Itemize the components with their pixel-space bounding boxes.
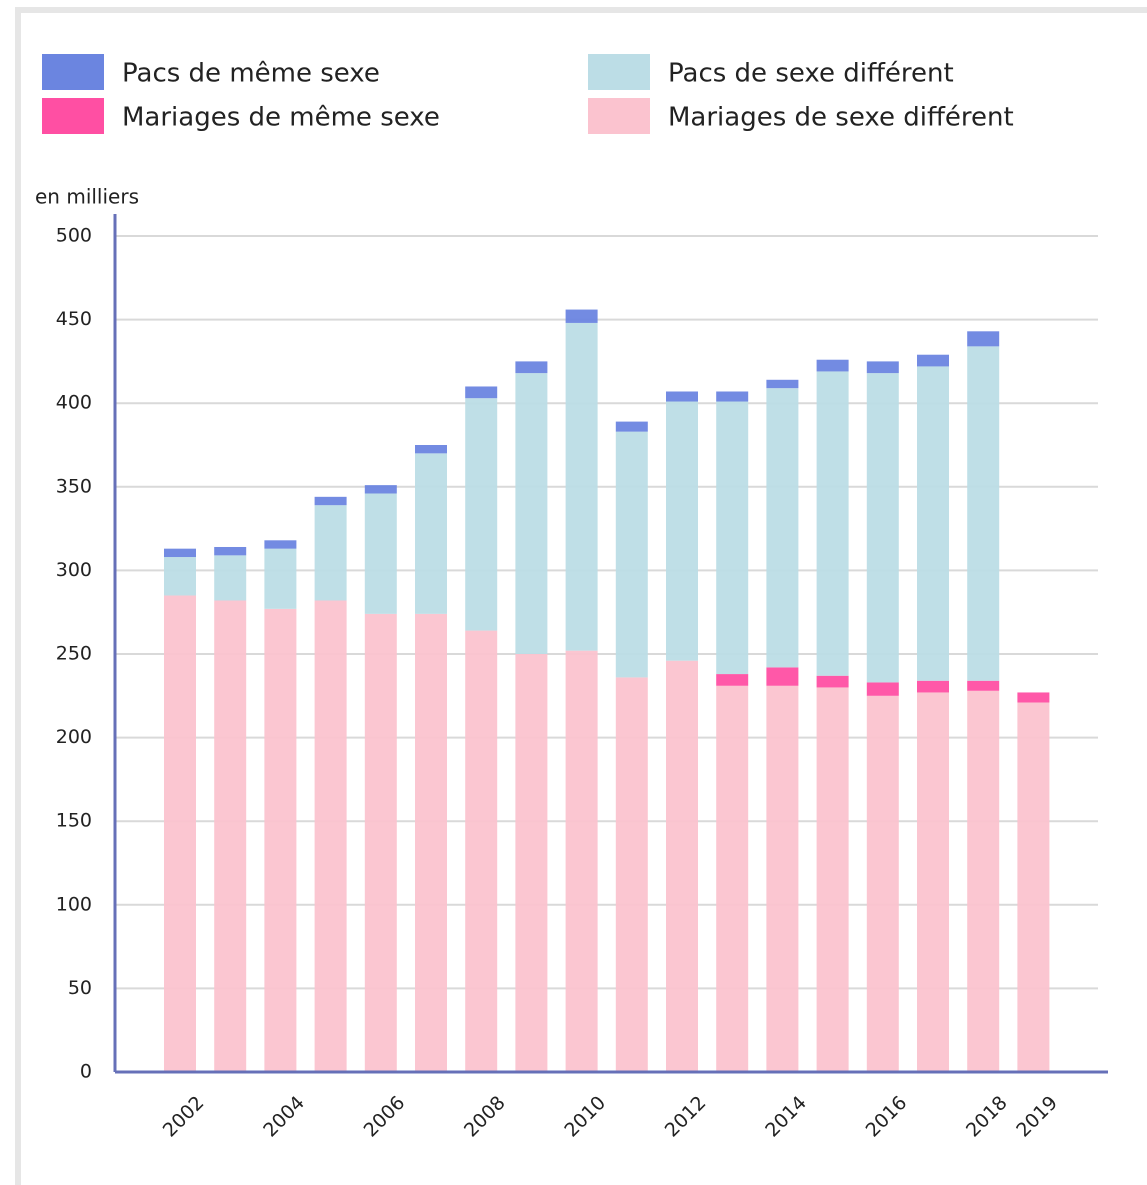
bar-segment [615,421,648,432]
bar-segment [615,431,648,678]
bar-segment [967,331,1000,347]
bar-segment [164,548,196,558]
y-tick-label: 150 [56,810,92,832]
bar-segment [766,388,799,668]
bar-segment [515,361,548,374]
bar-segment [465,386,498,399]
bar-segment [565,309,598,323]
bar-segment [164,595,196,1072]
bar-segment [666,660,698,1072]
bar-segment [766,685,799,1072]
legend-label: Mariages de même sexe [122,103,440,133]
y-tick-label: 0 [80,1061,92,1083]
legend-label: Pacs de sexe différent [668,59,954,89]
bar-segment [766,667,799,686]
bar-segment [866,373,899,683]
bar-segment [314,505,347,601]
bar-segment [666,401,698,661]
bar-segment [264,540,297,549]
y-tick-label: 250 [56,643,92,665]
y-tick-label: 50 [68,977,92,999]
legend-label: Mariages de sexe différent [668,103,1014,133]
bar-segment [1017,692,1050,703]
bar-segment [565,322,598,651]
bar-segment [214,555,247,601]
bar-segment [716,391,749,402]
legend-swatch [42,54,104,90]
bar-segment [415,453,447,614]
bar-segment [565,650,598,1072]
y-tick-label: 500 [56,225,92,247]
y-tick-label: 300 [56,559,92,581]
bar-segment [615,677,648,1072]
y-tick-label: 200 [56,726,92,748]
bar-segment [917,366,949,681]
bar-segment [866,695,899,1072]
bar-segment [364,493,397,614]
bar-segment [314,600,347,1072]
legend-swatch [588,98,650,134]
bar-segment [415,445,447,454]
bar-segment [866,361,899,374]
bar-segment [364,613,397,1072]
bar-segment [917,680,949,693]
bar-segment [314,496,347,506]
y-tick-label: 400 [56,392,92,414]
bar-segment [214,600,247,1072]
bar-segment [917,692,949,1072]
bar-segment [716,685,749,1072]
bar-segment [214,546,247,556]
bar-segment [967,690,1000,1072]
bar-segment [816,675,849,688]
bar-segment [515,373,548,654]
bar-segment [716,401,749,675]
bar-segment [816,371,849,676]
bar-segment [967,346,1000,681]
legend-swatch [588,54,650,90]
legend-label: Pacs de même sexe [122,59,380,89]
bar-segment [816,687,849,1072]
bar-segment [716,674,749,686]
bar-segment [917,354,949,367]
legend-swatch [42,98,104,134]
bar-segment [816,359,849,372]
bar-segment [364,485,397,494]
bar-segment [866,682,899,696]
bar-segment [465,398,498,631]
bar-segment [164,557,196,596]
y-tick-label: 350 [56,475,92,497]
bar-segment [967,680,1000,691]
bar-segment [465,630,498,1072]
bar-segment [766,379,799,389]
bar-segment [264,548,297,609]
y-tick-label: 450 [56,308,92,330]
bar-segment [264,608,297,1072]
bar-segment [515,654,548,1072]
y-axis-label: en milliers [35,185,139,209]
bar-segment [415,613,447,1072]
bar-segment [1017,702,1050,1072]
bar-segment [666,391,698,402]
y-tick-label: 100 [56,893,92,915]
